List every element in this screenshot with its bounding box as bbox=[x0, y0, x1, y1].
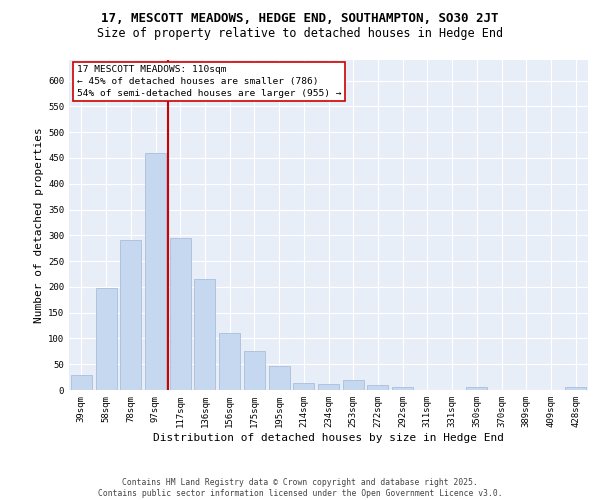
Bar bbox=[244, 352, 265, 390]
Bar bbox=[145, 153, 166, 390]
Y-axis label: Number of detached properties: Number of detached properties bbox=[34, 127, 44, 323]
Bar bbox=[318, 384, 339, 390]
Bar bbox=[269, 366, 290, 390]
Bar bbox=[466, 387, 487, 390]
Text: Size of property relative to detached houses in Hedge End: Size of property relative to detached ho… bbox=[97, 28, 503, 40]
Bar bbox=[293, 384, 314, 390]
Bar bbox=[170, 238, 191, 390]
Bar bbox=[95, 288, 116, 390]
Text: Contains HM Land Registry data © Crown copyright and database right 2025.
Contai: Contains HM Land Registry data © Crown c… bbox=[98, 478, 502, 498]
Bar bbox=[565, 388, 586, 390]
Bar bbox=[392, 388, 413, 390]
Bar bbox=[120, 240, 141, 390]
Bar bbox=[367, 385, 388, 390]
X-axis label: Distribution of detached houses by size in Hedge End: Distribution of detached houses by size … bbox=[153, 432, 504, 442]
Bar bbox=[219, 334, 240, 390]
Bar bbox=[343, 380, 364, 390]
Bar bbox=[194, 279, 215, 390]
Bar bbox=[71, 374, 92, 390]
Text: 17, MESCOTT MEADOWS, HEDGE END, SOUTHAMPTON, SO30 2JT: 17, MESCOTT MEADOWS, HEDGE END, SOUTHAMP… bbox=[101, 12, 499, 26]
Text: 17 MESCOTT MEADOWS: 110sqm
← 45% of detached houses are smaller (786)
54% of sem: 17 MESCOTT MEADOWS: 110sqm ← 45% of deta… bbox=[77, 65, 341, 98]
